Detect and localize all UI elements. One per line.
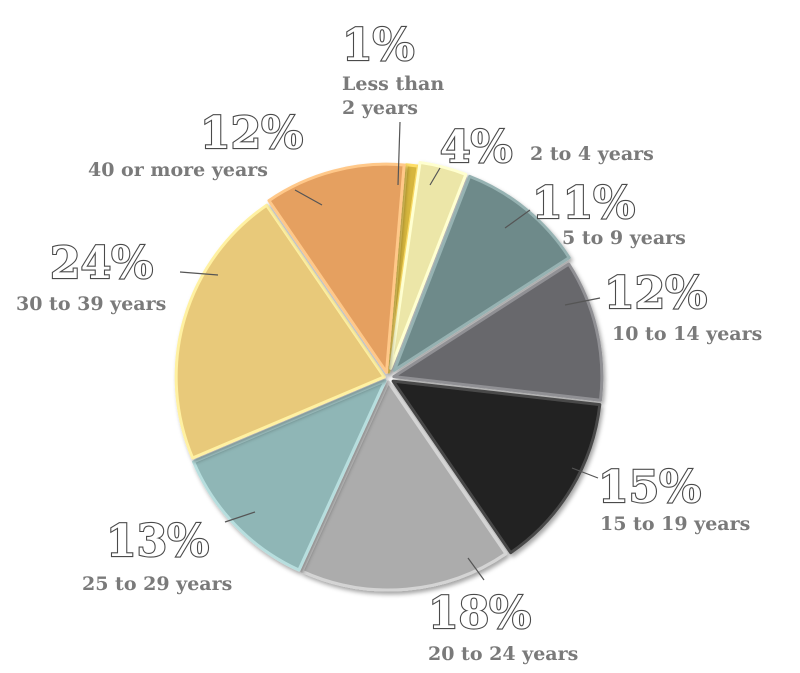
value-label-1: 1% <box>342 20 414 71</box>
leader-line-4 <box>564 297 601 306</box>
value-label-2: 4% <box>440 122 512 173</box>
value-label-5: 15% <box>598 462 701 513</box>
value-label-9: 12% <box>200 108 303 159</box>
category-label-8: 30 to 39 years <box>16 293 166 315</box>
leader-line-7 <box>224 511 256 523</box>
leader-line-9 <box>294 189 323 206</box>
pie-slice-7 <box>192 379 387 572</box>
pie-slice-4 <box>392 262 604 402</box>
category-label-7: 25 to 29 years <box>82 573 232 595</box>
category-label-3: 5 to 9 years <box>562 227 686 249</box>
leader-lines <box>179 121 601 581</box>
pie-slice-5 <box>391 379 602 555</box>
category-label-2: 2 to 4 years <box>530 143 654 165</box>
category-label-9: 40 or more years <box>88 159 268 181</box>
leader-line-8 <box>179 271 219 276</box>
category-label-1: Less than 2 years <box>342 73 444 119</box>
pie-slice-3 <box>392 174 571 372</box>
pie-slice-8 <box>174 203 386 460</box>
pie-slice-6 <box>300 380 508 592</box>
leader-line-3 <box>504 209 531 229</box>
value-label-3: 11% <box>532 178 635 229</box>
category-label-6: 20 to 24 years <box>428 643 578 665</box>
value-label-8: 24% <box>50 238 153 289</box>
category-label-4: 10 to 14 years <box>612 323 762 345</box>
value-label-6: 18% <box>428 588 531 639</box>
leader-line-5 <box>571 467 599 479</box>
leader-line-6 <box>467 557 485 581</box>
value-label-4: 12% <box>604 268 707 319</box>
leader-line-2 <box>429 167 441 186</box>
pie-slice-2 <box>389 160 468 370</box>
value-label-7: 13% <box>106 516 209 567</box>
pie-slice-9 <box>267 162 406 374</box>
leader-line-1 <box>397 121 401 186</box>
pie-slices <box>174 160 604 592</box>
category-label-5: 15 to 19 years <box>600 513 750 535</box>
